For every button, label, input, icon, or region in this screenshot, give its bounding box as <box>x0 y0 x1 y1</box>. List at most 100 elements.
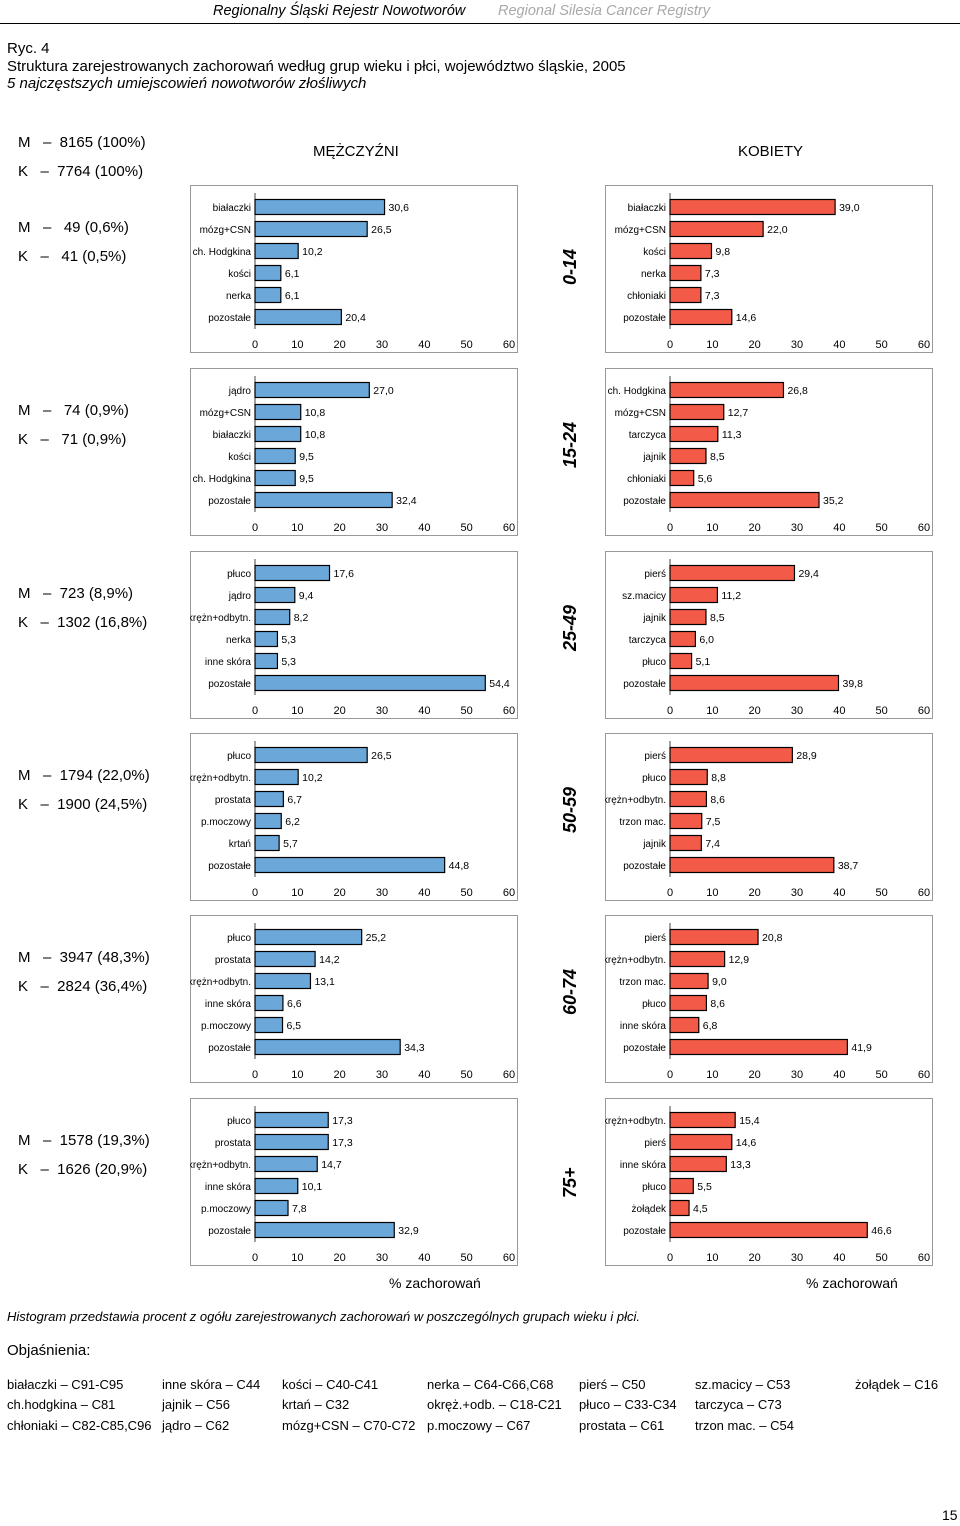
category-label: kości <box>228 452 251 463</box>
bar <box>669 425 719 443</box>
bar <box>669 381 785 399</box>
bar-value-label: 46,6 <box>871 1225 892 1237</box>
x-tick-label: 10 <box>706 1069 718 1081</box>
bar <box>669 1133 733 1151</box>
bar-value-label: 8,6 <box>710 794 725 806</box>
category-label: płuco <box>642 773 666 784</box>
category-label: białaczki <box>213 430 251 441</box>
bar-value-label: 8,5 <box>710 612 725 624</box>
legend-entry: mózg+CSN – C70-C72 <box>282 1418 416 1433</box>
legend-entry: okręż.+odb. – C18-C21 <box>427 1397 562 1412</box>
bar-value-label: 10,1 <box>302 1181 323 1193</box>
bar-value-label: 8,8 <box>711 772 726 784</box>
legend-entry: p.moczowy – C67 <box>427 1418 531 1433</box>
bar-value-label: 9,4 <box>299 590 314 602</box>
bar-value-label: 5,1 <box>696 656 711 668</box>
bar-value-label: 20,8 <box>762 932 783 944</box>
x-tick-label: 0 <box>252 522 258 534</box>
bar <box>669 608 707 626</box>
bar <box>254 308 342 326</box>
x-tick-label: 0 <box>252 1252 258 1264</box>
category-label: okrężn+odbytn. <box>190 1160 251 1171</box>
category-label: jajnik <box>642 839 667 850</box>
bar-value-label: 26,5 <box>371 224 392 236</box>
bar-value-label: 14,6 <box>736 1137 757 1149</box>
bar <box>669 1221 868 1239</box>
x-tick-label: 30 <box>376 522 388 534</box>
x-tick-label: 30 <box>376 887 388 899</box>
x-tick-label: 0 <box>252 339 258 351</box>
category-label: inne skóra <box>620 1021 667 1032</box>
bar-value-label: 15,4 <box>739 1115 760 1127</box>
bar-value-label: 6,2 <box>285 816 300 828</box>
category-label: prostata <box>215 1138 252 1149</box>
bar <box>669 198 836 216</box>
column-title-men: MĘŻCZYŹNI <box>313 143 399 160</box>
bar-value-label: 9,0 <box>712 976 727 988</box>
x-tick-label: 40 <box>418 705 430 717</box>
bar <box>254 198 386 216</box>
bar <box>669 994 708 1012</box>
group-count-women: K – 1626 (20,9%) <box>18 1161 148 1178</box>
x-tick-label: 50 <box>461 522 473 534</box>
bar <box>669 1199 690 1217</box>
x-tick-label: 0 <box>667 339 673 351</box>
bar-value-label: 13,3 <box>730 1159 751 1171</box>
x-tick-label: 60 <box>918 887 930 899</box>
x-tick-label: 50 <box>876 1069 888 1081</box>
x-tick-label: 40 <box>418 1252 430 1264</box>
x-tick-label: 30 <box>376 1252 388 1264</box>
category-label: mózg+CSN <box>200 225 251 236</box>
category-label: pozostałe <box>623 313 666 324</box>
x-tick-label: 30 <box>376 705 388 717</box>
category-label: mózg+CSN <box>615 225 666 236</box>
legend-entry: pierś – C50 <box>579 1377 646 1392</box>
bar <box>254 381 370 399</box>
bar-chart-women: 0 10 20 30 40 50 60 pierś 29,4 sz.macicy 11,2 jajni… <box>605 551 933 719</box>
x-tick-label: 10 <box>291 339 303 351</box>
bar <box>669 972 709 990</box>
category-label: płuco <box>642 999 666 1010</box>
x-tick-label: 30 <box>791 339 803 351</box>
category-label: płuco <box>227 1116 251 1127</box>
category-label: mózg+CSN <box>200 408 251 419</box>
bar-chart-men: 0 10 20 30 40 50 60 białaczki 30,6 mózg+CSN 26,5 ch… <box>190 185 518 353</box>
category-label: płuco <box>642 1182 666 1193</box>
group-count-women: K – 1302 (16,8%) <box>18 614 148 631</box>
x-tick-label: 60 <box>503 522 515 534</box>
category-label: okrężn+odbytn. <box>605 795 666 806</box>
category-label: okrężn+odbytn. <box>605 1116 666 1127</box>
bar <box>254 1199 289 1217</box>
x-tick-label: 50 <box>876 705 888 717</box>
bar-value-label: 39,0 <box>839 202 860 214</box>
bar-chart-men: 0 10 20 30 40 50 60 płuco 26,5 okrężn+odbytn. 10,2… <box>190 733 518 901</box>
x-tick-label: 0 <box>667 522 673 534</box>
bar <box>254 994 284 1012</box>
bar <box>254 768 299 786</box>
bar-value-label: 10,8 <box>305 407 326 419</box>
category-label: jądro <box>228 386 252 397</box>
x-tick-label: 0 <box>667 887 673 899</box>
x-tick-label: 10 <box>706 705 718 717</box>
bar-value-label: 4,5 <box>693 1203 708 1215</box>
bar-value-label: 10,2 <box>302 246 323 258</box>
group-count-men: M – 49 (0,6%) <box>18 219 129 236</box>
bar-value-label: 25,2 <box>366 932 387 944</box>
bar-value-label: 32,9 <box>398 1225 419 1237</box>
category-label: chłoniaki <box>627 474 666 485</box>
bar-value-label: 26,8 <box>787 385 808 397</box>
x-tick-label: 10 <box>291 1252 303 1264</box>
x-tick-label: 0 <box>252 887 258 899</box>
bar-chart-women: 0 10 20 30 40 50 60 okrężn+odbytn. 15,4 pierś 14,6… <box>605 1098 933 1266</box>
bar-value-label: 7,8 <box>292 1203 307 1215</box>
x-tick-label: 20 <box>334 1252 346 1264</box>
bar <box>669 652 693 670</box>
category-label: trzon mac. <box>619 977 666 988</box>
x-tick-label: 30 <box>376 339 388 351</box>
legend-entry: prostata – C61 <box>579 1418 665 1433</box>
x-tick-label: 40 <box>418 522 430 534</box>
category-label: nerka <box>226 291 251 302</box>
category-label: żołądek <box>632 1204 667 1215</box>
bar <box>669 950 726 968</box>
bar-value-label: 5,3 <box>281 634 296 646</box>
